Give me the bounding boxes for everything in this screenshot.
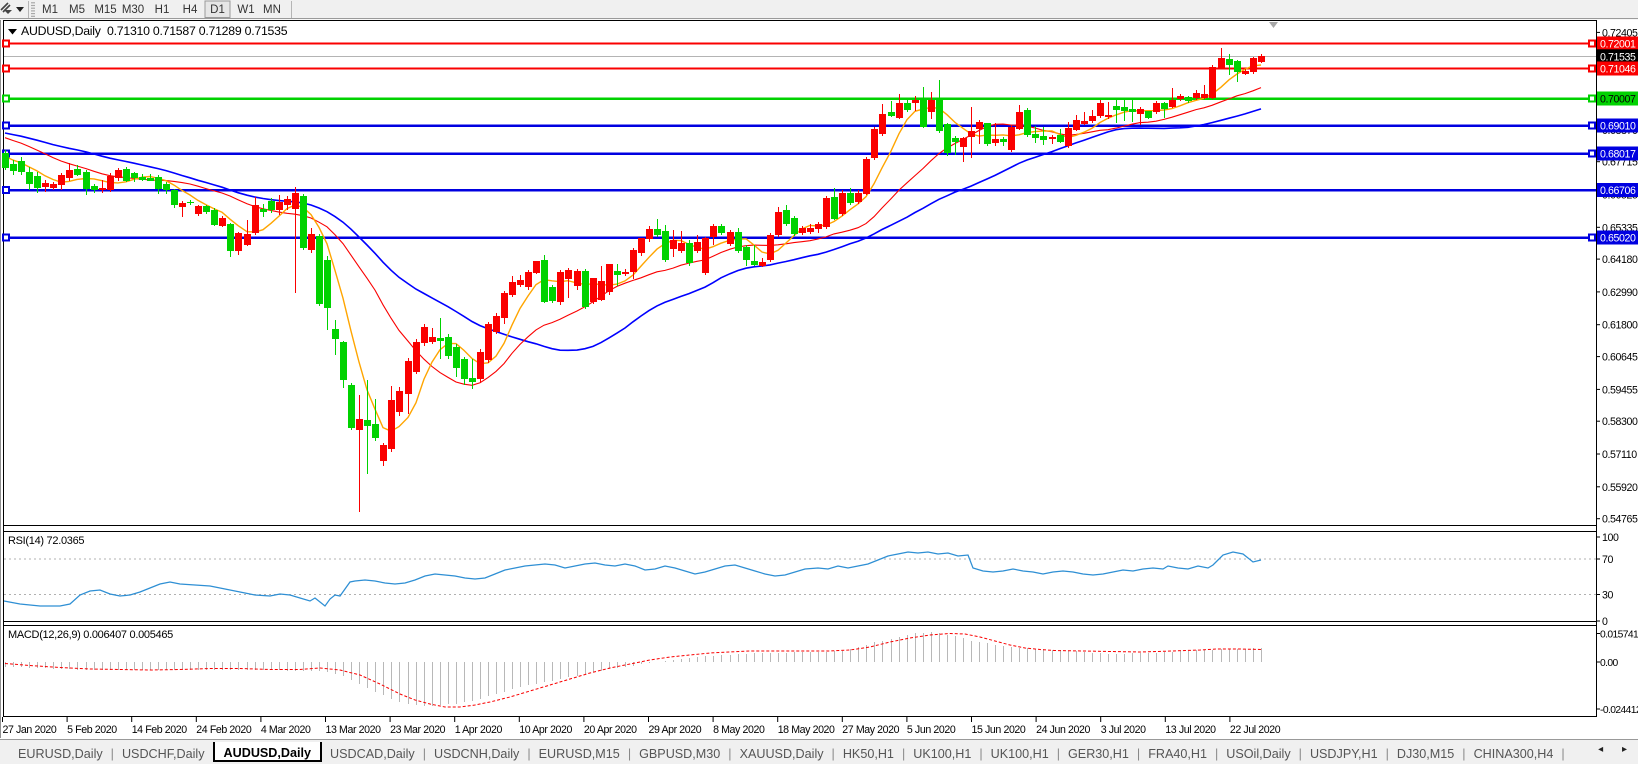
- svg-text:3 Jul 2020: 3 Jul 2020: [1101, 724, 1146, 736]
- svg-text:22 Jul 2020: 22 Jul 2020: [1230, 724, 1281, 736]
- svg-text:W1: W1: [237, 4, 254, 16]
- svg-text:100: 100: [1602, 532, 1619, 544]
- svg-text:M15: M15: [94, 4, 116, 16]
- svg-text:M30: M30: [122, 4, 144, 16]
- svg-text:0.65020: 0.65020: [1600, 233, 1636, 245]
- svg-text:1 Apr 2020: 1 Apr 2020: [455, 724, 503, 736]
- svg-text:0.64180: 0.64180: [1602, 254, 1638, 266]
- svg-text:14 Feb 2020: 14 Feb 2020: [132, 724, 188, 736]
- svg-text:15 Jun 2020: 15 Jun 2020: [972, 724, 1026, 736]
- svg-text:H1: H1: [155, 4, 170, 16]
- svg-text:29 Apr 2020: 29 Apr 2020: [649, 724, 702, 736]
- svg-text:18 May 2020: 18 May 2020: [778, 724, 835, 736]
- svg-text:H4: H4: [183, 4, 198, 16]
- svg-text:0.71046: 0.71046: [1600, 64, 1636, 76]
- svg-text:D1: D1: [210, 4, 225, 16]
- svg-text:-0.024412: -0.024412: [1600, 705, 1638, 716]
- svg-text:0.71535: 0.71535: [1600, 52, 1636, 64]
- svg-text:M5: M5: [69, 4, 85, 16]
- svg-text:0.00: 0.00: [1600, 658, 1619, 669]
- svg-text:0.72001: 0.72001: [1600, 39, 1636, 51]
- svg-text:0: 0: [1602, 616, 1608, 628]
- svg-text:70: 70: [1602, 554, 1613, 566]
- svg-text:0.70007: 0.70007: [1600, 94, 1636, 106]
- svg-text:0.66706: 0.66706: [1600, 185, 1636, 197]
- svg-text:23 Mar 2020: 23 Mar 2020: [390, 724, 446, 736]
- svg-text:0.72405: 0.72405: [1602, 27, 1638, 39]
- svg-text:0.58300: 0.58300: [1602, 416, 1638, 428]
- svg-text:20 Apr 2020: 20 Apr 2020: [584, 724, 637, 736]
- svg-text:24 Jun 2020: 24 Jun 2020: [1036, 724, 1090, 736]
- svg-text:13 Mar 2020: 13 Mar 2020: [326, 724, 382, 736]
- svg-text:0.54765: 0.54765: [1602, 514, 1638, 526]
- svg-text:10 Apr 2020: 10 Apr 2020: [519, 724, 572, 736]
- svg-text:0.55920: 0.55920: [1602, 482, 1638, 494]
- svg-text:0.57110: 0.57110: [1602, 449, 1637, 461]
- svg-text:27 May 2020: 27 May 2020: [842, 724, 899, 736]
- svg-text:5 Jun 2020: 5 Jun 2020: [907, 724, 956, 736]
- svg-text:MACD(12,26,9) 0.006407 0.00546: MACD(12,26,9) 0.006407 0.005465: [8, 629, 173, 641]
- svg-text:0.69010: 0.69010: [1600, 121, 1636, 133]
- svg-text:MN: MN: [263, 4, 281, 16]
- svg-text:0.60645: 0.60645: [1602, 352, 1638, 364]
- svg-text:30: 30: [1602, 590, 1613, 602]
- svg-text:RSI(14) 72.0365: RSI(14) 72.0365: [8, 535, 84, 547]
- svg-text:27 Jan 2020: 27 Jan 2020: [3, 724, 57, 736]
- svg-text:5 Feb 2020: 5 Feb 2020: [67, 724, 117, 736]
- svg-text:AUDUSD,Daily 0.71310 0.71587: AUDUSD,Daily 0.71310 0.71587 0.71289 0.7…: [21, 24, 288, 38]
- svg-text:13 Jul 2020: 13 Jul 2020: [1165, 724, 1216, 736]
- svg-text:0.015741: 0.015741: [1600, 630, 1638, 641]
- svg-text:M1: M1: [42, 4, 58, 16]
- svg-text:0.59455: 0.59455: [1602, 384, 1638, 396]
- svg-text:0.68017: 0.68017: [1600, 149, 1636, 161]
- svg-text:8 May 2020: 8 May 2020: [713, 724, 765, 736]
- svg-text:24 Feb 2020: 24 Feb 2020: [196, 724, 252, 736]
- svg-text:4 Mar 2020: 4 Mar 2020: [261, 724, 311, 736]
- svg-text:0.62990: 0.62990: [1602, 287, 1638, 299]
- svg-text:0.61800: 0.61800: [1602, 320, 1638, 332]
